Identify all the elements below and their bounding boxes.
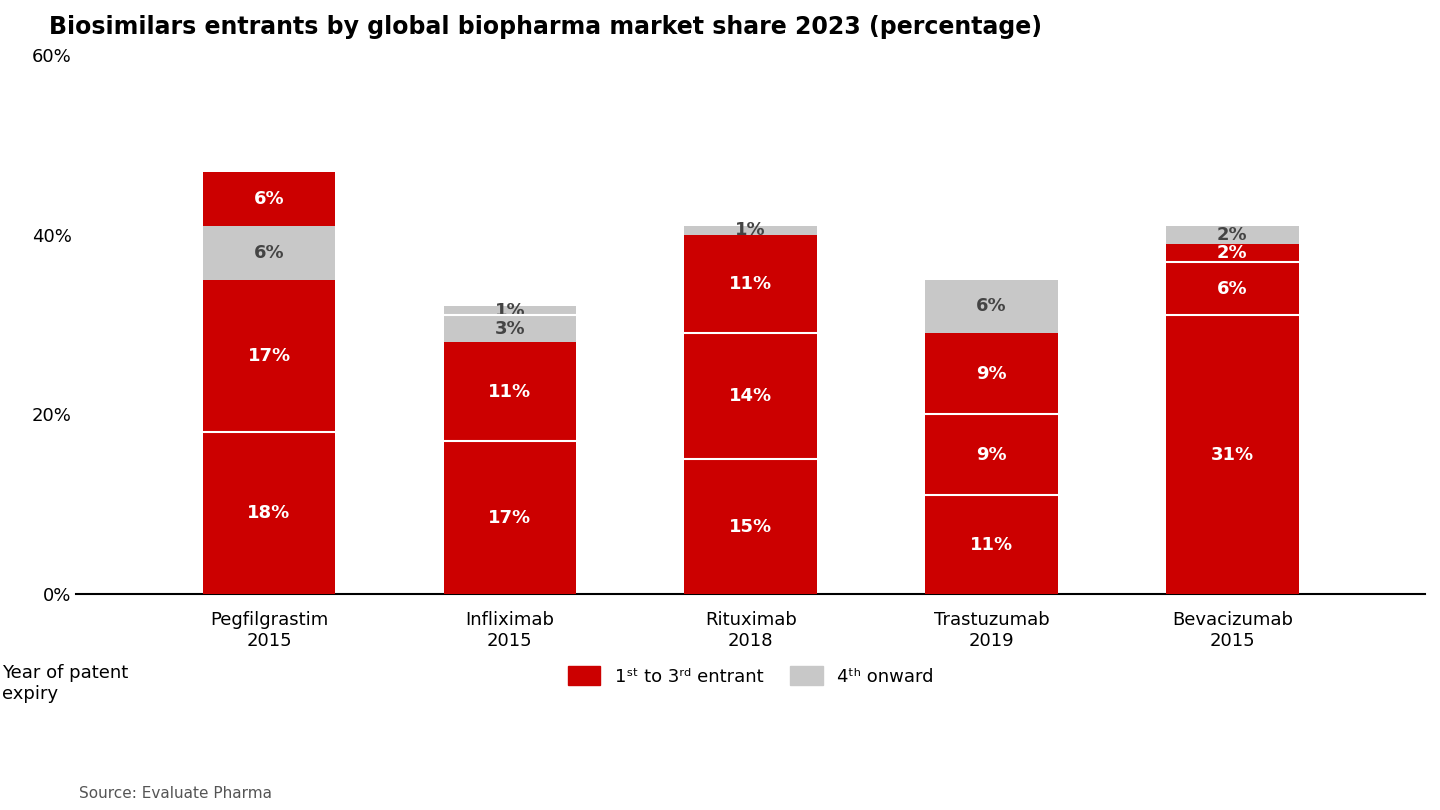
- Bar: [203, 226, 336, 279]
- Text: 17%: 17%: [488, 509, 531, 526]
- Text: 6%: 6%: [1217, 279, 1247, 297]
- Text: 3%: 3%: [494, 320, 526, 338]
- Bar: [203, 172, 336, 226]
- Bar: [684, 235, 816, 334]
- Bar: [444, 441, 576, 594]
- Text: Source: Evaluate Pharma: Source: Evaluate Pharma: [79, 786, 272, 801]
- Text: 9%: 9%: [976, 365, 1007, 383]
- Text: 14%: 14%: [729, 387, 772, 405]
- Bar: [926, 279, 1058, 334]
- Bar: [926, 495, 1058, 594]
- Text: Year of patent
expiry: Year of patent expiry: [3, 664, 128, 703]
- Bar: [1166, 244, 1299, 262]
- Text: 11%: 11%: [488, 383, 531, 401]
- Text: 11%: 11%: [729, 275, 772, 293]
- Text: 1%: 1%: [494, 302, 526, 320]
- Bar: [203, 279, 336, 433]
- Text: 6%: 6%: [253, 244, 284, 262]
- Bar: [203, 433, 336, 594]
- Text: 9%: 9%: [976, 446, 1007, 464]
- Legend: 1ˢᵗ to 3ʳᵈ entrant, 4ᵗʰ onward: 1ˢᵗ to 3ʳᵈ entrant, 4ᵗʰ onward: [560, 659, 940, 693]
- Text: 6%: 6%: [253, 190, 284, 207]
- Text: 2%: 2%: [1217, 226, 1247, 244]
- Text: 11%: 11%: [971, 535, 1014, 554]
- Bar: [926, 415, 1058, 495]
- Text: 15%: 15%: [729, 518, 772, 535]
- Bar: [684, 459, 816, 594]
- Text: 1%: 1%: [736, 221, 766, 239]
- Bar: [684, 334, 816, 459]
- Text: 2%: 2%: [1217, 244, 1247, 262]
- Text: 31%: 31%: [1211, 446, 1254, 464]
- Text: 6%: 6%: [976, 297, 1007, 316]
- Bar: [684, 226, 816, 235]
- Text: 18%: 18%: [248, 505, 291, 522]
- Bar: [1166, 315, 1299, 594]
- Bar: [1166, 262, 1299, 315]
- Text: Biosimilars entrants by global biopharma market share 2023 (percentage): Biosimilars entrants by global biopharma…: [49, 15, 1043, 39]
- Bar: [444, 343, 576, 441]
- Text: 17%: 17%: [248, 347, 291, 365]
- Bar: [926, 334, 1058, 415]
- Bar: [1166, 226, 1299, 244]
- Bar: [444, 315, 576, 343]
- Bar: [444, 306, 576, 315]
